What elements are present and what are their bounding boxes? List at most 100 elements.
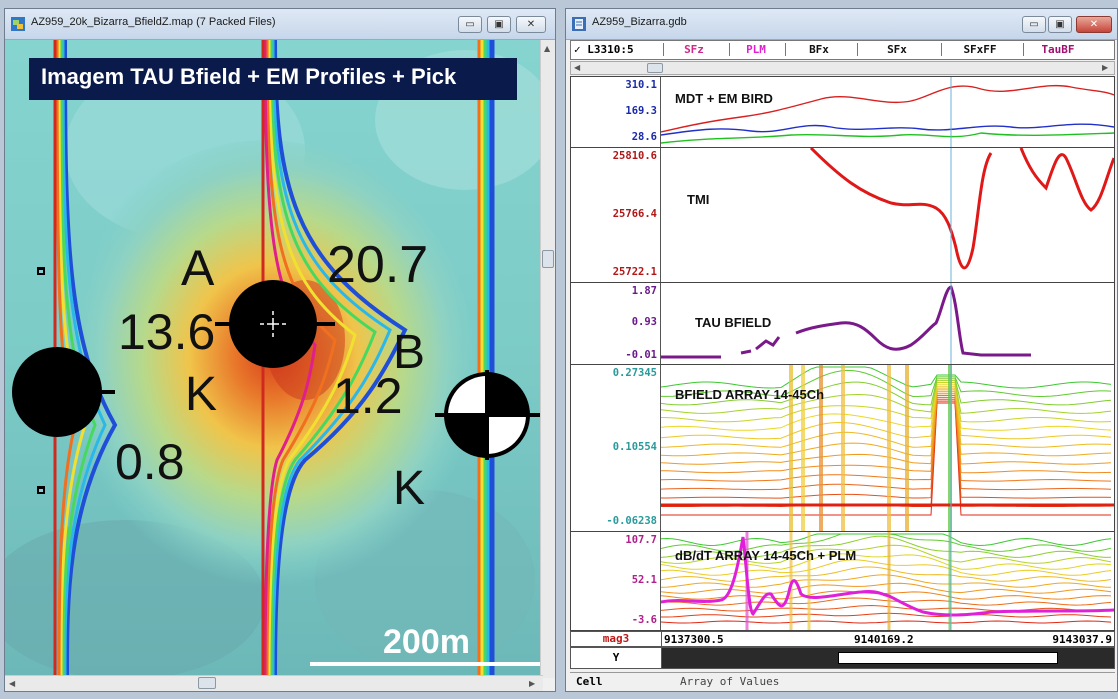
axis-tau: 1.87 0.93 -0.01 <box>571 283 661 364</box>
plot-bfield <box>661 365 1114 531</box>
map-hscroll-thumb[interactable] <box>198 677 216 689</box>
tick-bfield-mid: 0.10554 <box>612 441 657 453</box>
series-bfield-channel <box>661 389 1112 457</box>
gdb-window: AZ959_Bizarra.gdb ▭ ▣ ✕ ✓ L3310:5 SFz PLM… <box>565 8 1118 692</box>
label-left-value: 13.6 <box>118 304 216 360</box>
pick-symbol-left[interactable] <box>12 347 115 437</box>
panel-tmi[interactable]: 25810.6 25766.4 25722.1 TMI <box>570 147 1115 283</box>
column-header-plm[interactable]: PLM <box>729 43 782 56</box>
series-dbdt-channel <box>661 597 1112 606</box>
column-header-taubf[interactable]: TauBF <box>1023 43 1092 56</box>
gdb-minimize-button[interactable]: ▭ <box>1022 16 1046 33</box>
series-bfield-channel <box>661 393 1112 474</box>
profile-line-center <box>261 40 408 678</box>
maximize-button[interactable]: ▣ <box>487 16 511 33</box>
tick-dbdt-bottom: -3.6 <box>631 614 657 626</box>
channel-header-row: ✓ L3310:5 SFz PLM BFx SFx SFxFF TauBF <box>570 40 1115 60</box>
column-header-bfx[interactable]: BFx <box>785 43 852 56</box>
series-tmi <box>809 148 1114 270</box>
series-dbdt-channel <box>661 574 1112 588</box>
column-header-sfz[interactable]: SFz <box>663 43 724 56</box>
panel-mdt-title: MDT + EM BIRD <box>675 91 773 106</box>
gdb-maximize-button[interactable]: ▣ <box>1048 16 1072 33</box>
series-bfield-channel <box>661 402 1111 516</box>
tick-bfield-bottom: -0.06238 <box>606 515 657 527</box>
column-header-sfx[interactable]: SFx <box>857 43 936 56</box>
series-bfield-channel <box>661 380 1112 414</box>
tick-tau-bottom: -0.01 <box>625 349 657 361</box>
map-banner: Imagem TAU Bfield + EM Profiles + Pick <box>29 58 517 100</box>
axis-bfield: 0.27345 0.10554 -0.06238 <box>571 365 661 531</box>
marker-square-top-inner <box>39 270 43 273</box>
panel-tmi-title: TMI <box>687 192 710 207</box>
line-selector[interactable]: ✓ L3310:5 <box>574 43 634 56</box>
tick-tmi-bottom: 25722.1 <box>612 266 657 278</box>
series-bfield-channel <box>661 383 1112 431</box>
series-dbdt-channel <box>661 612 1112 618</box>
series-dbdt-channel <box>661 566 1112 582</box>
tick-tmi-mid: 25766.4 <box>612 208 657 220</box>
gdb-close-button[interactable]: ✕ <box>1076 16 1112 33</box>
status-cell-value: Array of Values <box>680 675 780 688</box>
series-bfield-channel <box>661 398 1112 499</box>
label-b-letter: B <box>393 326 426 379</box>
range-bar[interactable] <box>662 648 1114 668</box>
tick-mdt-mid: 169.3 <box>625 105 657 117</box>
label-a-value: 20.7 <box>327 236 429 294</box>
y-row: Y <box>570 647 1115 669</box>
pick-symbol-center[interactable] <box>215 280 335 368</box>
column-header-sfxff[interactable]: SFxFF <box>941 43 1018 56</box>
plot-dbdt <box>661 532 1114 630</box>
panel-tau[interactable]: 1.87 0.93 -0.01 TAU BFIELD <box>570 282 1115 365</box>
map-titlebar[interactable]: AZ959_20k_Bizarra_BfieldZ.map (7 Packed … <box>5 9 555 40</box>
plot-mdt <box>661 77 1114 147</box>
x-tick-right: 9143037.9 <box>1052 633 1112 646</box>
gdb-top-scrollbar[interactable]: ◀ ▶ <box>570 61 1115 75</box>
scroll-up-icon[interactable]: ▲ <box>544 44 551 53</box>
series-mdt-elevation <box>661 84 1114 133</box>
plot-tmi <box>809 148 1114 282</box>
scroll-left-icon[interactable]: ◀ <box>9 679 16 688</box>
panel-bfield-title: BFIELD ARRAY 14-45Ch <box>675 387 825 402</box>
map-vscroll-thumb[interactable] <box>542 250 554 268</box>
map-vertical-scrollbar[interactable]: ▲ <box>540 40 555 678</box>
gdb-top-scroll-thumb[interactable] <box>647 63 663 73</box>
series-tau-bfield <box>661 285 1031 359</box>
tick-dbdt-top: 107.7 <box>625 534 657 546</box>
gdb-titlebar[interactable]: AZ959_Bizarra.gdb ▭ ▣ ✕ <box>566 9 1117 40</box>
series-dbdt-channel <box>661 544 1112 564</box>
scroll-right-icon[interactable]: ▶ <box>529 679 536 688</box>
series-dbdt-channel <box>661 590 1112 600</box>
panel-dbdt[interactable]: 107.7 52.1 -3.6 dB/dT ARRAY 14-45Ch + PL… <box>570 531 1115 631</box>
panel-bfield[interactable]: 0.27345 0.10554 -0.06238 BFIELD ARRAY 14… <box>570 364 1115 532</box>
gdb-scroll-left-icon[interactable]: ◀ <box>574 63 581 72</box>
status-bar: Cell Array of Values <box>570 672 1115 691</box>
x-tick-left: 9137300.5 <box>664 633 724 646</box>
close-button[interactable]: ✕ <box>516 16 546 33</box>
scale-label: 200m <box>383 623 470 661</box>
series-dbdt-channel <box>661 604 1112 612</box>
x-tick-center: 9140169.2 <box>854 633 914 646</box>
map-canvas[interactable] <box>5 40 543 678</box>
axis-dbdt: 107.7 52.1 -3.6 <box>571 532 661 630</box>
range-bar-window[interactable] <box>838 652 1058 664</box>
label-k-right: K <box>393 462 426 515</box>
tick-tmi-top: 25810.6 <box>612 150 657 162</box>
pick-symbol-right[interactable] <box>435 370 541 460</box>
map-banner-text: Imagem TAU Bfield + EM Profiles + Pick <box>41 64 457 89</box>
tick-tau-top: 1.87 <box>631 285 657 297</box>
series-dbdt-channel <box>661 582 1112 594</box>
panel-dbdt-title: dB/dT ARRAY 14-45Ch + PLM <box>675 548 857 563</box>
tick-bfield-top: 0.27345 <box>612 367 657 379</box>
marker-square-bottom-inner <box>39 489 43 492</box>
map-window-title: AZ959_20k_Bizarra_BfieldZ.map (7 Packed … <box>31 16 276 28</box>
tick-tau-mid: 0.93 <box>631 316 657 328</box>
panel-tau-title: TAU BFIELD <box>695 315 772 330</box>
map-horizontal-scrollbar[interactable]: ◀ ▶ <box>5 675 543 691</box>
panel-mdt[interactable]: 310.1 169.3 28.6 MDT + EM BIRD <box>570 76 1115 148</box>
gdb-scroll-right-icon[interactable]: ▶ <box>1102 63 1109 72</box>
series-bfield-channel <box>661 382 1112 423</box>
label-b-value: 1.2 <box>333 368 403 424</box>
minimize-button[interactable]: ▭ <box>458 16 482 33</box>
x-axis-channel[interactable]: mag3 <box>571 632 662 646</box>
